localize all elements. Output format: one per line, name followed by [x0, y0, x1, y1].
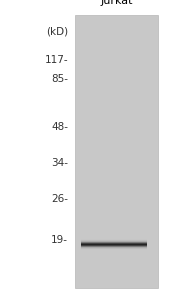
- Text: 85-: 85-: [51, 74, 68, 85]
- Bar: [75, 15, 158, 288]
- Text: 19-: 19-: [51, 235, 68, 245]
- Text: Jurkat: Jurkat: [100, 0, 133, 6]
- Text: 117-: 117-: [44, 55, 68, 65]
- Text: (kD): (kD): [46, 26, 68, 37]
- Text: 34-: 34-: [51, 158, 68, 169]
- Text: 26-: 26-: [51, 194, 68, 205]
- Text: 48-: 48-: [51, 122, 68, 133]
